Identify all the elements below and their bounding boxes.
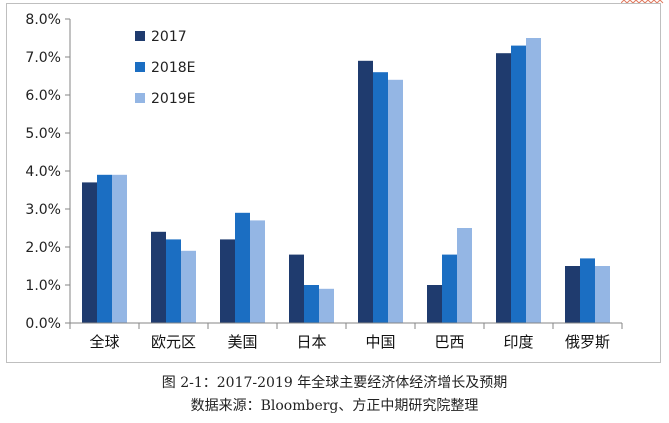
bar-2017-巴西 xyxy=(427,285,442,323)
bar-2017-印度 xyxy=(496,53,511,323)
bar-2018E-巴西 xyxy=(442,254,457,323)
source-note: 数据来源：Bloomberg、方正中期研究院整理 xyxy=(190,398,479,414)
bar-2017-中国 xyxy=(358,60,373,324)
figure-caption: 图 2-1：2017-2019 年全球主要经济体经济增长及预期 xyxy=(161,375,508,391)
legend-swatch xyxy=(135,31,145,41)
y-tick-label: 6.0% xyxy=(25,88,61,104)
x-tick-label: 印度 xyxy=(503,333,533,351)
corner-decoration xyxy=(621,0,664,4)
bar-2018E-日本 xyxy=(304,285,319,323)
bar-2017-美国 xyxy=(220,239,235,323)
bar-2019E-俄罗斯 xyxy=(595,266,610,323)
bar-2017-欧元区 xyxy=(151,231,166,323)
legend-label: 2018E xyxy=(151,60,195,76)
bar-2018E-俄罗斯 xyxy=(580,258,595,323)
bar-2017-俄罗斯 xyxy=(565,266,580,323)
legend-label: 2017 xyxy=(151,29,187,45)
x-tick-label: 俄罗斯 xyxy=(565,333,610,351)
legend-swatch xyxy=(135,62,145,72)
y-tick-label: 0.0% xyxy=(25,316,61,332)
y-tick-label: 5.0% xyxy=(25,126,61,142)
bar-2017-全球 xyxy=(82,182,97,323)
y-axis: 0.0% 1.0% 2.0% 3.0% 4.0% 5.0% 6.0% 7.0% 8.0% xyxy=(25,12,71,332)
bar-2018E-全球 xyxy=(97,174,112,323)
bars xyxy=(82,38,610,324)
x-tick-label: 欧元区 xyxy=(151,333,196,351)
x-tick-label: 中国 xyxy=(365,333,395,351)
x-axis: 全球 欧元区 美国 日本 中国 巴西 印度 俄罗斯 xyxy=(69,322,623,351)
bar-2018E-中国 xyxy=(373,72,388,323)
legend: 2017 2018E 2019E xyxy=(135,29,195,107)
bar-2019E-日本 xyxy=(319,288,334,323)
y-tick-label: 3.0% xyxy=(25,202,61,218)
bar-2019E-印度 xyxy=(526,38,541,323)
bar-2019E-中国 xyxy=(388,79,403,323)
y-tick-label: 1.0% xyxy=(25,278,61,294)
x-tick-label: 日本 xyxy=(296,333,326,351)
bar-2019E-巴西 xyxy=(457,228,472,323)
y-tick-label: 2.0% xyxy=(25,240,61,256)
bar-2019E-全球 xyxy=(112,174,127,323)
legend-label: 2019E xyxy=(151,91,195,107)
bar-chart: 0.0% 1.0% 2.0% 3.0% 4.0% 5.0% 6.0% 7.0% 8.0% 全球 欧… xyxy=(25,12,623,351)
bar-2018E-印度 xyxy=(511,45,526,323)
y-tick-label: 4.0% xyxy=(25,164,61,180)
bar-2018E-欧元区 xyxy=(166,239,181,323)
chart-frame: 0.0% 1.0% 2.0% 3.0% 4.0% 5.0% 6.0% 7.0% 8.0% 全球 欧… xyxy=(6,3,661,363)
legend-swatch xyxy=(135,93,145,103)
bar-2019E-美国 xyxy=(250,220,265,323)
y-tick-label: 7.0% xyxy=(25,50,61,66)
x-tick-label: 全球 xyxy=(89,333,119,351)
bar-2017-日本 xyxy=(289,254,304,323)
bar-2019E-欧元区 xyxy=(181,250,196,323)
bar-2018E-美国 xyxy=(235,212,250,323)
y-tick-label: 8.0% xyxy=(25,12,61,28)
x-tick-label: 美国 xyxy=(227,333,257,351)
x-tick-label: 巴西 xyxy=(434,333,464,351)
